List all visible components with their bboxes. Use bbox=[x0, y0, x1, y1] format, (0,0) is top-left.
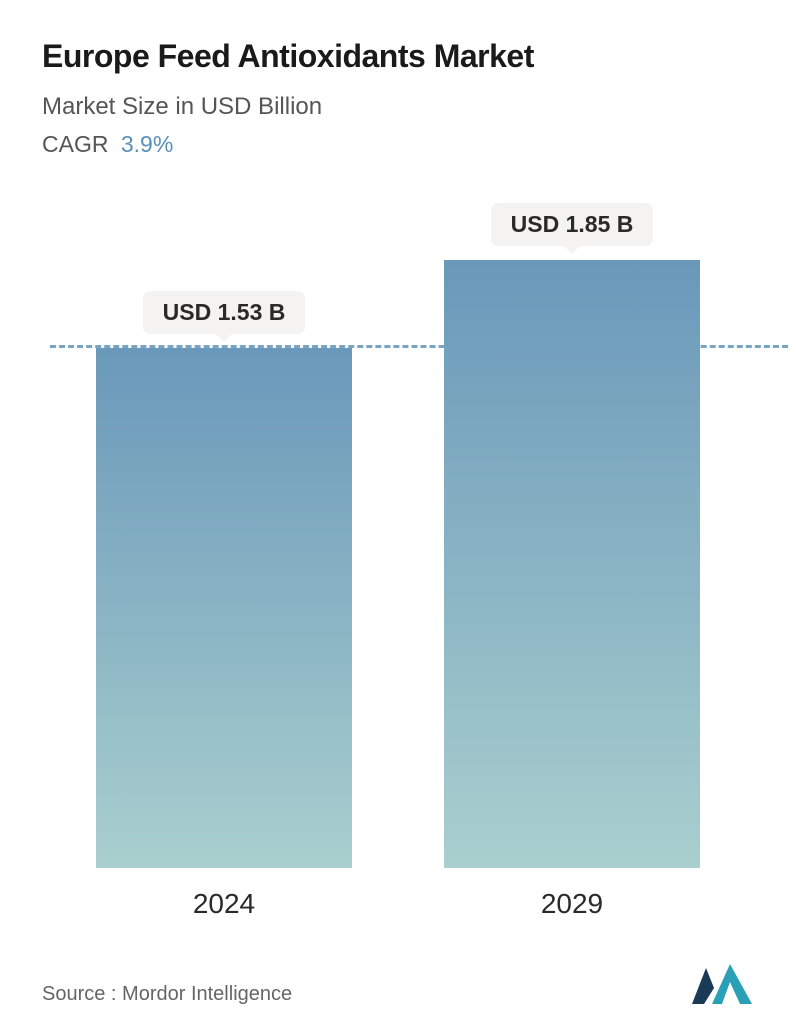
chart-title: Europe Feed Antioxidants Market bbox=[42, 38, 754, 75]
bar-group: USD 1.85 B bbox=[444, 260, 700, 868]
bar bbox=[96, 348, 352, 868]
bars-container: USD 1.53 B USD 1.85 B bbox=[50, 208, 746, 868]
x-axis-label: 2029 bbox=[444, 888, 700, 920]
chart-subtitle: Market Size in USD Billion bbox=[42, 93, 754, 121]
x-axis-labels: 2024 2029 bbox=[50, 888, 746, 920]
bar-group: USD 1.53 B bbox=[96, 348, 352, 868]
value-pill: USD 1.85 B bbox=[491, 203, 654, 246]
source-attribution: Source : Mordor Intelligence bbox=[42, 983, 292, 1006]
brand-logo-icon bbox=[690, 962, 754, 1006]
x-axis-label: 2024 bbox=[96, 888, 352, 920]
cagr-label: CAGR bbox=[42, 131, 108, 157]
value-pill: USD 1.53 B bbox=[143, 291, 306, 334]
chart-area: USD 1.53 B USD 1.85 B bbox=[50, 208, 746, 868]
cagr-row: CAGR 3.9% bbox=[42, 131, 754, 158]
cagr-value: 3.9% bbox=[121, 131, 173, 157]
bar bbox=[444, 260, 700, 868]
